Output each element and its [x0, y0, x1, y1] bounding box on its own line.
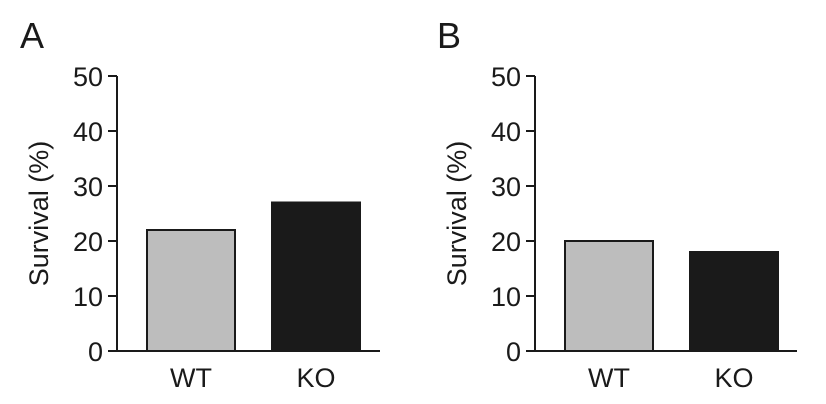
panel-b-y-tick-label-30: 30 [491, 172, 521, 202]
panel-b-y-tick-label-10: 10 [491, 282, 521, 312]
panel-a-y-tick-label-0: 0 [88, 337, 103, 367]
panel-b-y-axis-label: Survival (%) [442, 141, 472, 287]
panel-b-y-tick-label-0: 0 [506, 337, 521, 367]
panel-b-y-tick-label-20: 20 [491, 227, 521, 257]
panel-a-label: A [20, 15, 44, 56]
panel-b-y-tick-label-40: 40 [491, 117, 521, 147]
panel-b: B Survival (%) 0 10 20 30 40 50 WT KO [437, 15, 797, 393]
panel-b-bar-wt [564, 240, 654, 352]
panel-b-x-tick-label-ko: KO [714, 363, 753, 393]
panel-a-y-tick-label-30: 30 [73, 172, 103, 202]
panel-a-y-tick-label-40: 40 [73, 117, 103, 147]
panel-a-bar-ko [271, 201, 361, 352]
panel-a-y-tick-label-50: 50 [73, 62, 103, 92]
panel-a: A Survival (%) 0 10 20 30 40 50 WT KO [20, 15, 380, 393]
panel-a-x-tick-label-wt: WT [170, 363, 212, 393]
panel-b-label: B [437, 15, 461, 56]
panel-b-bar-ko [689, 251, 779, 352]
panel-b-y-tick-label-50: 50 [491, 62, 521, 92]
panel-a-y-tick-label-10: 10 [73, 282, 103, 312]
panel-b-x-tick-label-wt: WT [588, 363, 630, 393]
panel-a-x-tick-label-ko: KO [296, 363, 335, 393]
panel-a-y-axis-label: Survival (%) [24, 141, 54, 287]
panel-a-y-tick-label-20: 20 [73, 227, 103, 257]
panel-a-bar-wt [146, 229, 236, 352]
